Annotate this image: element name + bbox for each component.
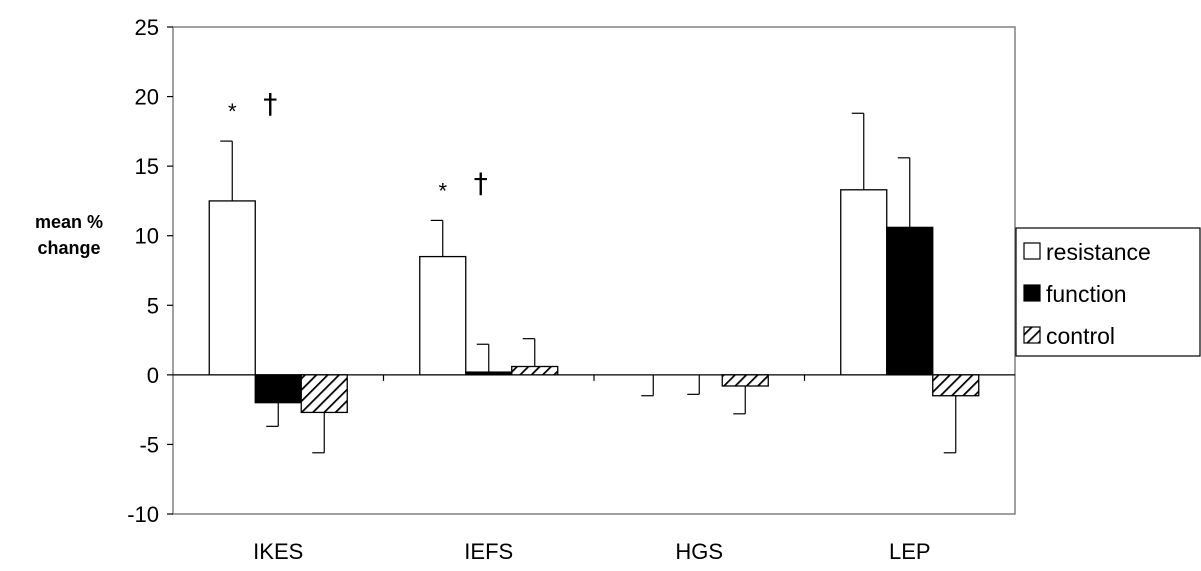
y-tick-label: 15: [135, 154, 159, 179]
significance-star: *: [438, 178, 447, 203]
bar-function: [886, 226, 934, 376]
legend-swatch-function: [1023, 284, 1041, 302]
bar-resistance: [419, 255, 467, 376]
bar-control: [721, 374, 769, 387]
category-label: IEFS: [464, 539, 513, 564]
category-label: IKES: [253, 539, 303, 564]
y-tick-label: -5: [139, 432, 159, 457]
bar-control: [300, 374, 348, 414]
category-label: LEP: [889, 539, 931, 564]
category-label: HGS: [675, 539, 723, 564]
bar-function: [465, 371, 513, 376]
legend-swatch-control: [1023, 326, 1041, 344]
legend-label-control: control: [1046, 323, 1115, 349]
bar-resistance: [840, 189, 888, 376]
y-axis-label: change: [37, 238, 100, 258]
significance-dagger: †: [474, 166, 488, 199]
bar-control: [932, 374, 980, 397]
y-tick-label: 10: [135, 224, 159, 249]
significance-dagger: †: [263, 87, 277, 120]
bar-resistance: [208, 200, 256, 376]
legend-box: [1015, 227, 1201, 357]
marks: 25 20 15 10 5 0 -5 -10 IKES IEFS HGS LEP * † * † mean % c…: [35, 15, 1201, 564]
bar-function: [254, 374, 302, 404]
y-axis-label: mean %: [35, 212, 103, 232]
legend-label-resistance: resistance: [1046, 239, 1151, 265]
legend-swatch-resistance: [1023, 242, 1041, 260]
legend-label-function: function: [1046, 281, 1127, 307]
y-tick-label: -10: [127, 502, 159, 527]
y-tick-label: 0: [147, 363, 159, 388]
y-tick-label: 25: [135, 15, 159, 40]
bar-control: [511, 365, 559, 376]
y-tick-label: 20: [135, 85, 159, 110]
significance-star: *: [228, 99, 237, 124]
y-tick-label: 5: [147, 293, 159, 318]
